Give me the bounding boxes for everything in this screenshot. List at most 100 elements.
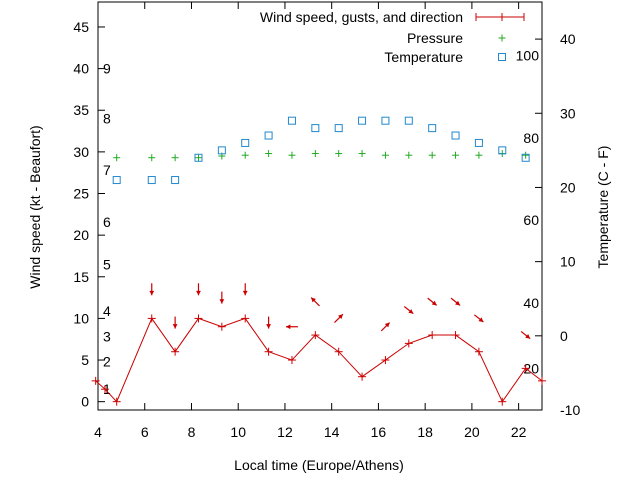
wind-speed-point <box>101 385 110 394</box>
x-tick-label: 16 <box>371 424 387 440</box>
wind-speed-point <box>91 376 100 385</box>
x-tick-label: 14 <box>324 424 340 440</box>
y-right-tick-label: 10 <box>560 254 576 270</box>
wind-arrow <box>427 297 438 306</box>
pressure-point <box>265 150 273 158</box>
wind-speed-point <box>428 331 437 340</box>
temperature-point <box>498 146 507 155</box>
fahrenheit-label: 60 <box>523 212 539 228</box>
pressure-point <box>358 150 366 158</box>
series-layer <box>91 116 546 406</box>
x-tick-label: 12 <box>277 424 293 440</box>
y-left-tick-label: 10 <box>73 310 89 326</box>
temperature-point <box>521 153 530 162</box>
x-tick-label: 22 <box>511 424 527 440</box>
temperature-point <box>451 131 460 140</box>
temperature-point <box>381 116 390 125</box>
wind-arrow-layer <box>149 283 531 340</box>
plot-frame <box>97 1 543 411</box>
wind-speed-point <box>381 356 390 365</box>
temperature-point <box>171 176 180 185</box>
pressure-point <box>475 151 483 159</box>
wind-speed-point <box>538 376 546 385</box>
temperature-point <box>112 176 121 185</box>
legend-pressure-symbol <box>498 34 506 42</box>
y-right-tick-label: 30 <box>560 105 576 121</box>
x-axis: 4 6 8 10 12 14 16 18 20 22 <box>94 2 527 440</box>
plot-border <box>97 1 543 411</box>
fahrenheit-scale: 20 40 60 80 100 <box>516 47 540 376</box>
y-left-tick-label: 40 <box>73 61 89 77</box>
beaufort-label: 2 <box>103 354 111 370</box>
wind-arrow <box>242 283 248 296</box>
x-tick-label: 10 <box>230 424 246 440</box>
pressure-point <box>381 151 389 159</box>
legend-label: Wind speed, gusts, and direction <box>260 9 463 25</box>
pressure-point <box>148 154 156 162</box>
x-tick-label: 4 <box>94 424 102 440</box>
y-right-tick-label: 0 <box>560 328 568 344</box>
wind-arrow <box>380 322 391 332</box>
wind-arrow <box>334 313 344 324</box>
wind-speed-point <box>112 397 121 406</box>
legend-wind-symbol <box>475 13 525 21</box>
wind-arrow <box>172 316 178 329</box>
wind-arrow <box>403 306 414 315</box>
pressure-point <box>405 151 413 159</box>
fahrenheit-label: 80 <box>523 130 539 146</box>
y-left-tick-label: 20 <box>73 227 89 243</box>
wind-speed-point <box>311 331 320 340</box>
wind-speed-point <box>147 314 156 323</box>
wind-arrow <box>310 297 320 307</box>
temperature-point <box>404 116 413 125</box>
beaufort-label: 7 <box>103 162 111 178</box>
wind-arrow <box>474 314 484 323</box>
wind-speed-line <box>95 317 543 403</box>
fahrenheit-label: 40 <box>523 295 539 311</box>
temperature-point <box>194 153 203 162</box>
fahrenheit-label: 20 <box>523 360 539 376</box>
temperature-point <box>264 131 273 140</box>
wind-speed-point <box>264 347 273 356</box>
wind-speed-point <box>404 339 413 348</box>
wind-speed-point <box>241 314 250 323</box>
wind-arrow <box>285 324 298 330</box>
temperature-point <box>334 124 343 133</box>
y-left-tick-label: 45 <box>73 19 89 35</box>
x-tick-label: 8 <box>188 424 196 440</box>
wind-speed-point <box>217 322 226 331</box>
pressure-point <box>241 151 249 159</box>
beaufort-label: 8 <box>103 111 111 127</box>
wind-speed-point <box>451 331 460 340</box>
wind-speed-point <box>521 364 530 373</box>
wind-arrow <box>266 316 271 329</box>
temperature-point <box>217 146 226 155</box>
pressure-point <box>335 150 343 158</box>
wind-speed-point <box>194 314 203 323</box>
y-left-tick-label: 30 <box>73 144 89 160</box>
y-axis-left-label: Wind speed (kt - Beaufort) <box>27 125 43 288</box>
legend-temperature-symbol <box>498 53 506 61</box>
y-left-tick-label: 25 <box>73 186 89 202</box>
y-axis-left: 0 5 10 15 20 25 30 35 40 45 <box>73 19 105 410</box>
pressure-point <box>522 151 530 159</box>
pressure-point <box>288 151 296 159</box>
beaufort-label: 3 <box>103 329 111 345</box>
beaufort-label: 9 <box>103 61 111 77</box>
x-tick-label: 20 <box>464 424 480 440</box>
wind-speed-point <box>287 356 296 365</box>
pressure-point <box>452 151 460 159</box>
y-left-tick-label: 15 <box>73 269 89 285</box>
wind-speed-point <box>358 372 367 381</box>
y-left-tick-label: 35 <box>73 102 89 118</box>
temperature-point <box>287 116 296 125</box>
wind-arrow <box>219 291 225 304</box>
wind-speed-point <box>498 397 507 406</box>
wind-arrow <box>450 297 461 306</box>
wind-arrow <box>149 283 155 296</box>
wind-arrow <box>520 330 531 340</box>
temperature-point <box>311 124 320 133</box>
y-left-tick-label: 0 <box>81 394 89 410</box>
fahrenheit-label: 100 <box>516 47 540 63</box>
